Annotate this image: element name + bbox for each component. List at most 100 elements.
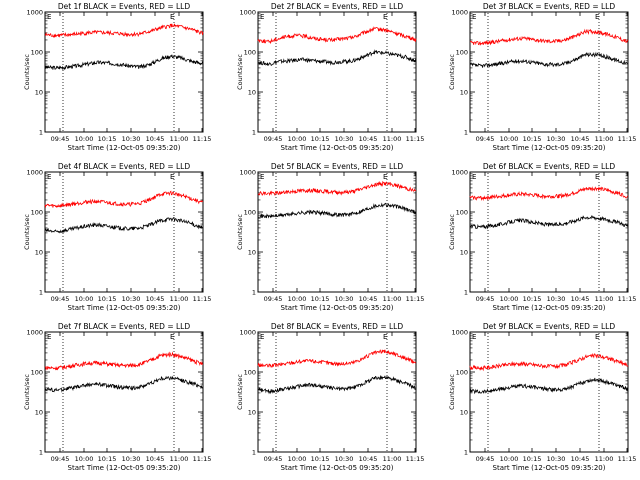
y-tick-label: 100 [31,49,43,57]
x-tick-label: 10:00 [75,135,94,143]
event-marker-label: E [595,333,599,341]
chart-title: Det 7f BLACK = Events, RED = LLD [58,322,191,331]
x-tick-label: 10:00 [75,455,94,463]
y-axis-label: Counts/sec [23,54,31,90]
event-marker-label: E [260,333,264,341]
x-axis-label: Start Time (12-Oct-05 09:35:20) [493,144,606,152]
plot-frame [44,11,204,133]
x-tick-label: 10:00 [288,455,307,463]
x-tick-label: 10:15 [311,455,330,463]
y-tick-label: 100 [31,369,43,377]
y-tick-label: 1 [39,449,43,457]
x-tick-label: 10:15 [311,135,330,143]
plot-frame [469,331,629,453]
chart-panel-2: Det 2f BLACK = Events, RED = LLD 1 10 100 10… [236,2,424,152]
chart-panel-4: Det 4f BLACK = Events, RED = LLD 1 10 100 10… [23,162,211,312]
x-tick-label: 11:15 [406,295,425,303]
x-tick-label: 10:45 [571,295,590,303]
y-tick-label: 10 [460,249,468,257]
x-tick-label: 11:00 [595,455,614,463]
events-series-line [44,375,204,393]
chart-title: Det 8f BLACK = Events, RED = LLD [271,322,404,331]
plot-frame [44,331,204,453]
x-tick-label: 11:00 [383,135,402,143]
x-tick-label: 11:15 [193,135,212,143]
event-marker-label: E [260,173,264,181]
y-tick-label: 1 [464,129,468,137]
x-tick-label: 11:00 [170,135,189,143]
y-axis-label: Counts/sec [448,374,456,410]
x-axis-label: Start Time (12-Oct-05 09:35:20) [281,464,394,472]
lld-series-line [257,26,417,45]
y-tick-label: 10 [35,89,43,97]
y-tick-label: 10 [35,409,43,417]
y-tick-label: 1000 [451,169,468,177]
x-tick-label: 10:00 [288,135,307,143]
x-tick-label: 10:45 [359,295,378,303]
x-tick-label: 11:00 [383,455,402,463]
y-tick-label: 1000 [451,329,468,337]
x-tick-label: 10:00 [500,455,519,463]
y-tick-label: 1 [464,449,468,457]
x-tick-label: 11:00 [170,455,189,463]
event-marker-label: E [170,13,174,21]
events-series-line [44,216,204,234]
x-tick-label: 10:00 [500,135,519,143]
y-tick-label: 100 [244,49,256,57]
events-series-line [258,202,417,219]
x-tick-label: 11:00 [383,295,402,303]
y-tick-label: 1000 [26,169,43,177]
plot-frame [44,171,204,293]
y-tick-label: 10 [248,249,256,257]
event-marker-label: E [47,13,51,21]
lld-series-line [257,180,417,197]
x-tick-label: 11:00 [170,295,189,303]
event-marker-label: E [47,173,51,181]
events-series-line [44,54,204,71]
events-series-line [257,375,417,395]
x-tick-label: 10:30 [335,295,354,303]
x-tick-label: 10:00 [500,295,519,303]
chart-panel-9: Det 9f BLACK = Events, RED = LLD 1 10 100 10… [448,322,636,472]
event-marker-label: E [595,13,599,21]
y-tick-label: 10 [460,89,468,97]
x-tick-label: 10:45 [571,455,590,463]
x-tick-label: 10:00 [288,295,307,303]
plot-frame [469,11,629,133]
y-tick-label: 1 [464,289,468,297]
event-marker-label: E [472,333,476,341]
y-tick-label: 1000 [451,9,468,17]
lld-series-line [469,28,629,46]
x-tick-label: 11:15 [193,455,212,463]
y-tick-label: 100 [456,209,468,217]
x-axis-label: Start Time (12-Oct-05 09:35:20) [68,464,181,472]
x-tick-label: 11:00 [595,295,614,303]
x-axis-label: Start Time (12-Oct-05 09:35:20) [68,304,181,312]
lld-series-line [44,23,204,39]
event-marker-label: E [260,13,264,21]
x-axis-label: Start Time (12-Oct-05 09:35:20) [281,144,394,152]
events-series-line [257,49,417,66]
plot-frame [257,11,417,133]
y-axis-label: Counts/sec [448,54,456,90]
y-tick-label: 10 [248,89,256,97]
events-series-line [469,377,629,395]
x-axis-label: Start Time (12-Oct-05 09:35:20) [68,144,181,152]
y-tick-label: 1 [252,449,256,457]
x-axis-label: Start Time (12-Oct-05 09:35:20) [281,304,394,312]
x-tick-label: 10:45 [146,135,165,143]
y-tick-label: 100 [244,209,256,217]
chart-panel-3: Det 3f BLACK = Events, RED = LLD 1 10 100 10… [448,2,636,152]
y-axis-label: Counts/sec [23,374,31,410]
y-tick-label: 10 [460,409,468,417]
x-tick-label: 10:45 [146,455,165,463]
x-tick-label: 11:15 [618,295,637,303]
x-tick-label: 09:45 [476,295,495,303]
x-tick-label: 10:15 [98,295,117,303]
y-axis-label: Counts/sec [236,54,244,90]
x-tick-label: 10:15 [523,135,542,143]
x-tick-label: 10:30 [122,295,141,303]
x-tick-label: 10:15 [523,455,542,463]
x-tick-label: 11:15 [406,135,425,143]
x-tick-label: 10:45 [571,135,590,143]
